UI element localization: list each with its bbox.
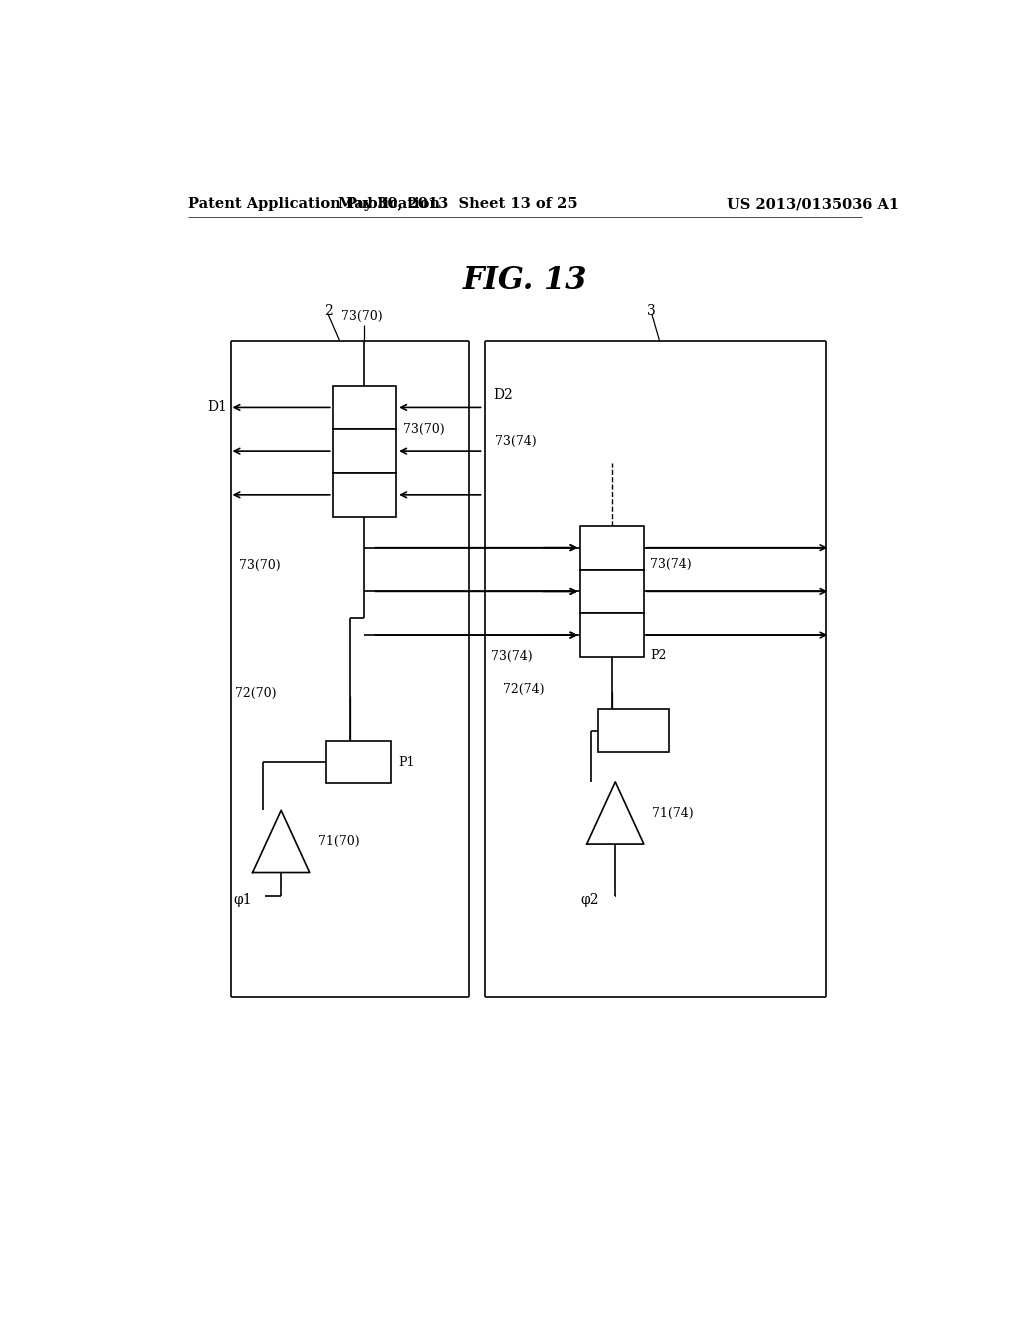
Text: May 30, 2013  Sheet 13 of 25: May 30, 2013 Sheet 13 of 25 — [338, 197, 578, 211]
Text: Patent Application Publication: Patent Application Publication — [187, 197, 439, 211]
Text: 73(74): 73(74) — [495, 434, 537, 447]
Text: P1: P1 — [398, 755, 415, 768]
Text: 73(74): 73(74) — [492, 649, 534, 663]
Bar — [333, 473, 396, 516]
Text: 72(70): 72(70) — [236, 686, 276, 700]
Text: 71(70): 71(70) — [317, 836, 359, 847]
Bar — [326, 741, 391, 784]
Bar — [598, 709, 670, 752]
Text: D1: D1 — [207, 400, 227, 414]
Text: D2: D2 — [494, 388, 513, 403]
Text: FIG. 13: FIG. 13 — [463, 265, 587, 296]
Bar — [581, 569, 644, 614]
Bar — [333, 385, 396, 429]
Text: φ1: φ1 — [233, 894, 252, 907]
Text: φ2: φ2 — [581, 894, 599, 907]
Bar — [581, 525, 644, 569]
Text: 73(74): 73(74) — [650, 558, 692, 572]
Bar — [581, 614, 644, 657]
Text: 72(74): 72(74) — [503, 682, 544, 696]
Bar — [333, 429, 396, 473]
Text: 73(70): 73(70) — [341, 310, 382, 323]
Text: US 2013/0135036 A1: US 2013/0135036 A1 — [727, 197, 899, 211]
Text: 3: 3 — [647, 304, 656, 318]
Text: 73(70): 73(70) — [240, 558, 281, 572]
Text: 2: 2 — [324, 304, 333, 318]
Text: 73(70): 73(70) — [402, 422, 444, 436]
Text: P2: P2 — [650, 649, 667, 661]
Text: 71(74): 71(74) — [652, 807, 693, 820]
